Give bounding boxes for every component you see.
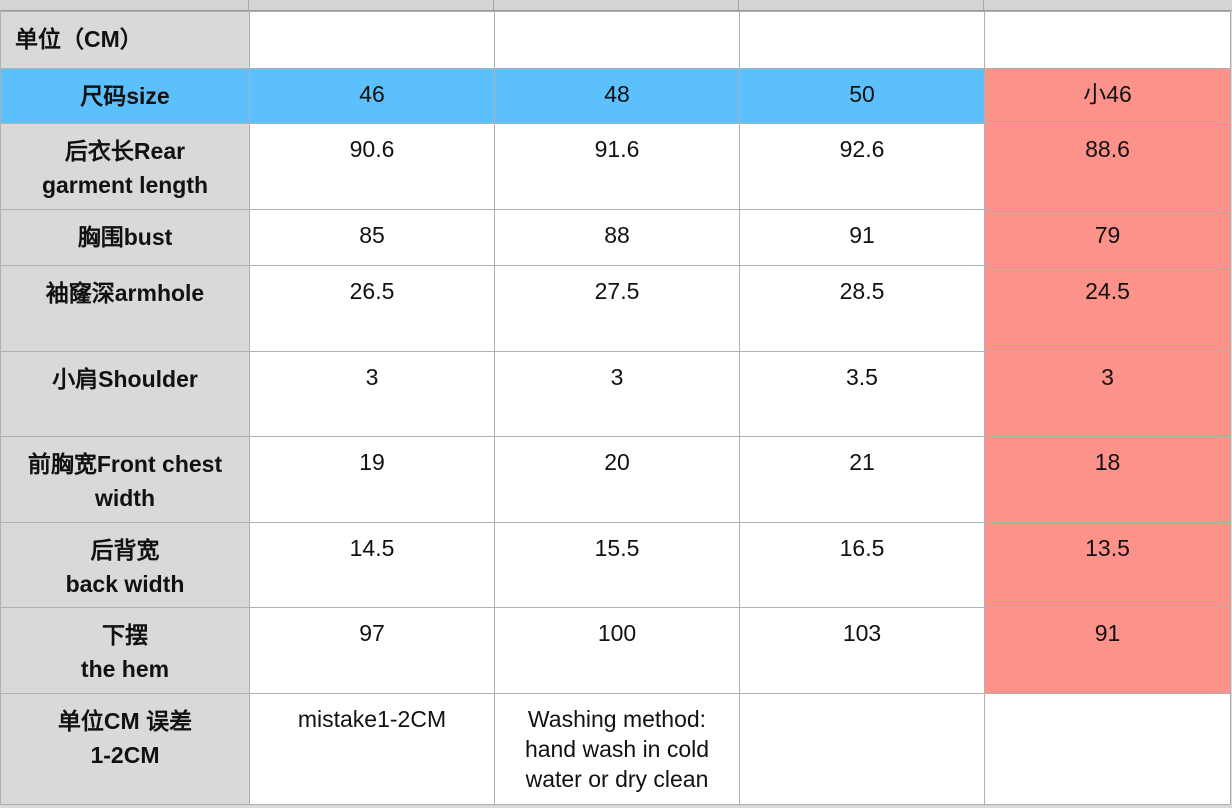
table-row: 后背宽 back width 14.5 15.5 16.5 13.5	[0, 522, 1231, 608]
value-cell[interactable]: 18	[984, 436, 1231, 523]
footer-label: 单位CM 误差 1-2CM	[0, 693, 250, 805]
value-cell[interactable]: 91	[984, 607, 1231, 694]
row-label: 胸围bust	[0, 209, 250, 266]
unit-row: 单位（CM）	[0, 11, 1231, 69]
value-cell[interactable]: 15.5	[494, 522, 740, 608]
value-cell[interactable]: 24.5	[984, 265, 1231, 352]
size-table: 单位（CM） 尺码size 46 48 50 小46 后衣长Rear garme…	[0, 11, 1231, 805]
row-label: 小肩Shoulder	[0, 351, 250, 437]
value-cell[interactable]: 3	[984, 351, 1231, 437]
washing-line2: hand wash in cold	[524, 736, 710, 762]
washing-line3: water or dry clean	[525, 766, 709, 792]
row-label: 袖窿深armhole	[0, 265, 250, 352]
row-label-line1: 前胸宽Front chest	[27, 451, 223, 477]
column-divider	[738, 0, 739, 10]
footer-label-line2: 1-2CM	[90, 742, 160, 768]
value-cell[interactable]: 21	[739, 436, 985, 523]
size-46[interactable]: 46	[249, 68, 495, 124]
row-label-line2: back width	[65, 571, 185, 597]
value-cell[interactable]: 3	[494, 351, 740, 437]
empty-cell[interactable]	[739, 11, 985, 69]
row-label-line2: width	[94, 485, 156, 511]
row-label-line1: 后背宽	[90, 537, 160, 563]
value-cell[interactable]: 79	[984, 209, 1231, 266]
table-row: 小肩Shoulder 3 3 3.5 3	[0, 351, 1231, 437]
value-cell[interactable]: 13.5	[984, 522, 1231, 608]
unit-label: 单位（CM）	[0, 11, 250, 69]
row-label: 前胸宽Front chest width	[0, 436, 250, 523]
size-small-46[interactable]: 小46	[984, 68, 1231, 124]
value-cell[interactable]: 88.6	[984, 123, 1231, 210]
column-header-strip	[0, 0, 1232, 11]
column-divider	[248, 0, 249, 10]
value-cell[interactable]: 103	[739, 607, 985, 694]
empty-cell[interactable]	[739, 693, 985, 805]
value-cell[interactable]: 85	[249, 209, 495, 266]
value-cell[interactable]: 90.6	[249, 123, 495, 210]
value-cell[interactable]: 88	[494, 209, 740, 266]
value-cell[interactable]: 27.5	[494, 265, 740, 352]
mistake-note[interactable]: mistake1-2CM	[249, 693, 495, 805]
value-cell[interactable]: 3	[249, 351, 495, 437]
size-header-row: 尺码size 46 48 50 小46	[0, 68, 1231, 124]
size-label: 尺码size	[0, 68, 250, 124]
row-label-line2: the hem	[80, 656, 170, 682]
row-label: 后衣长Rear garment length	[0, 123, 250, 210]
value-cell[interactable]: 100	[494, 607, 740, 694]
value-cell[interactable]: 26.5	[249, 265, 495, 352]
value-cell[interactable]: 16.5	[739, 522, 985, 608]
column-divider	[493, 0, 494, 10]
row-label-line1: 后衣长Rear	[64, 138, 186, 164]
value-cell[interactable]: 14.5	[249, 522, 495, 608]
row-label: 下摆 the hem	[0, 607, 250, 694]
washing-line1: Washing method:	[527, 706, 707, 732]
value-cell[interactable]: 91	[739, 209, 985, 266]
empty-cell[interactable]	[494, 11, 740, 69]
value-cell[interactable]: 19	[249, 436, 495, 523]
table-row: 前胸宽Front chest width 19 20 21 18	[0, 436, 1231, 523]
row-label-line2: garment length	[41, 172, 209, 198]
value-cell[interactable]: 3.5	[739, 351, 985, 437]
size-48[interactable]: 48	[494, 68, 740, 124]
value-cell[interactable]: 28.5	[739, 265, 985, 352]
row-label: 后背宽 back width	[0, 522, 250, 608]
value-cell[interactable]: 20	[494, 436, 740, 523]
size-50[interactable]: 50	[739, 68, 985, 124]
table-row: 袖窿深armhole 26.5 27.5 28.5 24.5	[0, 265, 1231, 352]
empty-cell[interactable]	[984, 693, 1231, 805]
value-cell[interactable]: 91.6	[494, 123, 740, 210]
empty-cell[interactable]	[249, 11, 495, 69]
empty-cell[interactable]	[984, 11, 1231, 69]
column-divider	[983, 0, 984, 10]
table-row: 下摆 the hem 97 100 103 91	[0, 607, 1231, 694]
washing-note[interactable]: Washing method: hand wash in cold water …	[494, 693, 740, 805]
table-row: 胸围bust 85 88 91 79	[0, 209, 1231, 266]
row-label-line1: 下摆	[102, 622, 148, 648]
table-row: 后衣长Rear garment length 90.6 91.6 92.6 88…	[0, 123, 1231, 210]
footer-label-line1: 单位CM 误差	[57, 708, 193, 734]
footer-row: 单位CM 误差 1-2CM mistake1-2CM Washing metho…	[0, 693, 1231, 805]
value-cell[interactable]: 92.6	[739, 123, 985, 210]
value-cell[interactable]: 97	[249, 607, 495, 694]
